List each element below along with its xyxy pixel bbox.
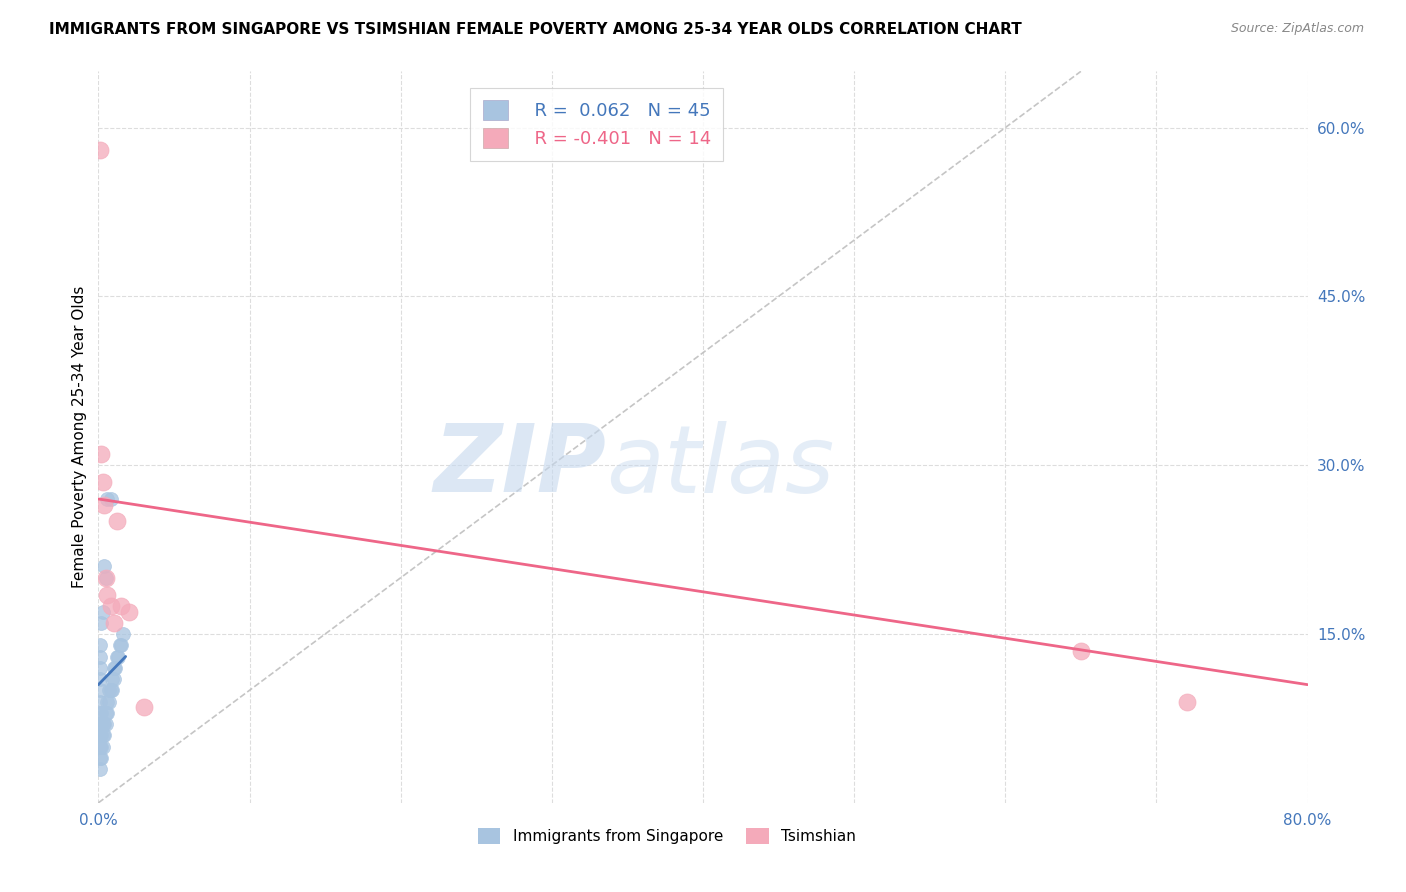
Point	[89, 649, 111, 664]
Point	[90, 717, 112, 731]
Point	[132, 700, 155, 714]
Point	[110, 638, 132, 652]
Point	[101, 683, 124, 698]
Point	[89, 143, 111, 157]
Point	[91, 475, 114, 489]
Point	[103, 661, 125, 675]
Point	[90, 728, 112, 742]
Point	[100, 491, 122, 506]
Legend: Immigrants from Singapore, Tsimshian: Immigrants from Singapore, Tsimshian	[471, 822, 862, 850]
Point	[89, 728, 111, 742]
Point	[111, 627, 134, 641]
Point	[89, 751, 111, 765]
Point	[118, 605, 141, 619]
Point	[96, 706, 118, 720]
Point	[90, 739, 112, 754]
Point	[91, 728, 114, 742]
Point	[103, 672, 125, 686]
Point	[90, 615, 112, 630]
Point	[108, 638, 131, 652]
Point	[104, 661, 127, 675]
Point	[105, 649, 128, 664]
Point	[1070, 644, 1092, 658]
Point	[89, 694, 111, 708]
Point	[96, 694, 118, 708]
Point	[101, 672, 124, 686]
Point	[107, 649, 129, 664]
Point	[1175, 694, 1198, 708]
Point	[96, 588, 118, 602]
Point	[89, 672, 111, 686]
Point	[105, 515, 128, 529]
Point	[91, 717, 114, 731]
Point	[89, 706, 111, 720]
Point	[93, 728, 115, 742]
Point	[94, 717, 117, 731]
Point	[89, 762, 111, 776]
Text: Source: ZipAtlas.com: Source: ZipAtlas.com	[1230, 22, 1364, 36]
Point	[90, 706, 112, 720]
Point	[89, 683, 111, 698]
Point	[94, 571, 117, 585]
Point	[100, 683, 122, 698]
Point	[94, 571, 117, 585]
Text: ZIP: ZIP	[433, 420, 606, 512]
Text: atlas: atlas	[606, 421, 835, 512]
Point	[100, 599, 122, 613]
Point	[93, 498, 115, 512]
Point	[89, 638, 111, 652]
Text: IMMIGRANTS FROM SINGAPORE VS TSIMSHIAN FEMALE POVERTY AMONG 25-34 YEAR OLDS CORR: IMMIGRANTS FROM SINGAPORE VS TSIMSHIAN F…	[49, 22, 1022, 37]
Point	[89, 739, 111, 754]
Point	[98, 694, 121, 708]
Point	[94, 706, 117, 720]
Point	[90, 447, 112, 461]
Point	[91, 739, 114, 754]
Point	[98, 683, 121, 698]
Point	[89, 717, 111, 731]
Point	[93, 559, 115, 574]
Point	[91, 605, 114, 619]
Point	[110, 599, 132, 613]
Point	[96, 491, 118, 506]
Point	[103, 615, 125, 630]
Point	[93, 717, 115, 731]
Y-axis label: Female Poverty Among 25-34 Year Olds: Female Poverty Among 25-34 Year Olds	[72, 286, 87, 588]
Point	[89, 661, 111, 675]
Point	[90, 751, 112, 765]
